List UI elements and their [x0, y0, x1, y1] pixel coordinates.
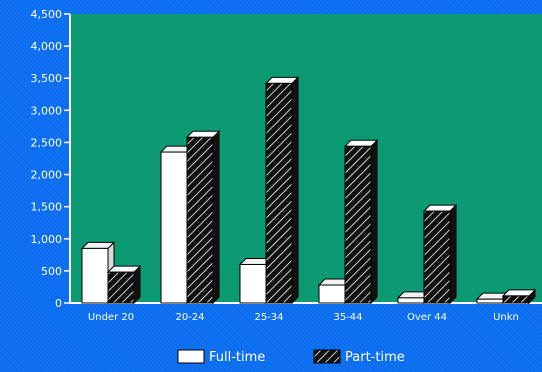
bar-side	[449, 203, 457, 305]
bar-top	[80, 241, 116, 249]
bar-parttime-20-24	[185, 130, 221, 305]
plot-area	[70, 14, 542, 303]
bar-side	[370, 139, 378, 305]
bar-side	[212, 130, 220, 305]
legend-swatch-parttime	[313, 349, 341, 364]
x-tick-label: 25-34	[254, 312, 283, 323]
y-tick-label: 500	[41, 265, 62, 278]
x-tick-label: 20-24	[175, 312, 204, 323]
bar-front	[423, 210, 451, 304]
bar-parttime-under-20	[106, 264, 142, 305]
bar-front	[265, 82, 293, 304]
y-tick-label: 0	[55, 297, 62, 310]
y-tick-label: 1,500	[31, 201, 63, 214]
x-tick-label: Over 44	[407, 312, 447, 323]
bar-front	[502, 295, 530, 304]
y-tick-label: 2,500	[31, 136, 63, 149]
x-tick-label: Under 20	[88, 312, 134, 323]
y-tick-label: 4,500	[31, 8, 63, 21]
bar-side	[291, 76, 299, 305]
bar-top	[264, 76, 300, 84]
bar-front	[344, 145, 372, 304]
bar-top	[106, 265, 142, 273]
bar-front	[397, 297, 425, 304]
x-tick-label: Unkn	[493, 312, 519, 323]
bar-top	[185, 130, 221, 138]
legend-label-parttime: Part-time	[345, 350, 405, 365]
y-tick-label: 1,000	[31, 233, 63, 246]
legend: Full-time Part-time	[177, 349, 405, 365]
bar-top	[422, 204, 458, 212]
bar-parttime-over-44	[422, 203, 458, 305]
bar-front	[239, 263, 267, 304]
legend-swatch-fulltime	[177, 349, 205, 364]
bar-front	[318, 284, 346, 304]
y-tick-label: 4,000	[31, 40, 63, 53]
bar-front	[476, 298, 504, 304]
bar-front	[107, 271, 135, 304]
bar-front	[81, 247, 109, 304]
bar-front	[160, 151, 188, 304]
bar-top	[501, 289, 537, 297]
bar-parttime-35-44	[343, 139, 379, 305]
bar-top	[343, 139, 379, 147]
x-tick-label: 35-44	[333, 312, 362, 323]
bar-front	[186, 136, 214, 304]
bar-parttime-25-34	[264, 76, 300, 305]
y-tick-label: 3,000	[31, 104, 63, 117]
y-tick-label: 3,500	[31, 72, 63, 85]
y-tick-label: 2,000	[31, 169, 63, 182]
bar-parttime-unkn	[501, 288, 537, 305]
legend-label-fulltime: Full-time	[209, 350, 265, 365]
